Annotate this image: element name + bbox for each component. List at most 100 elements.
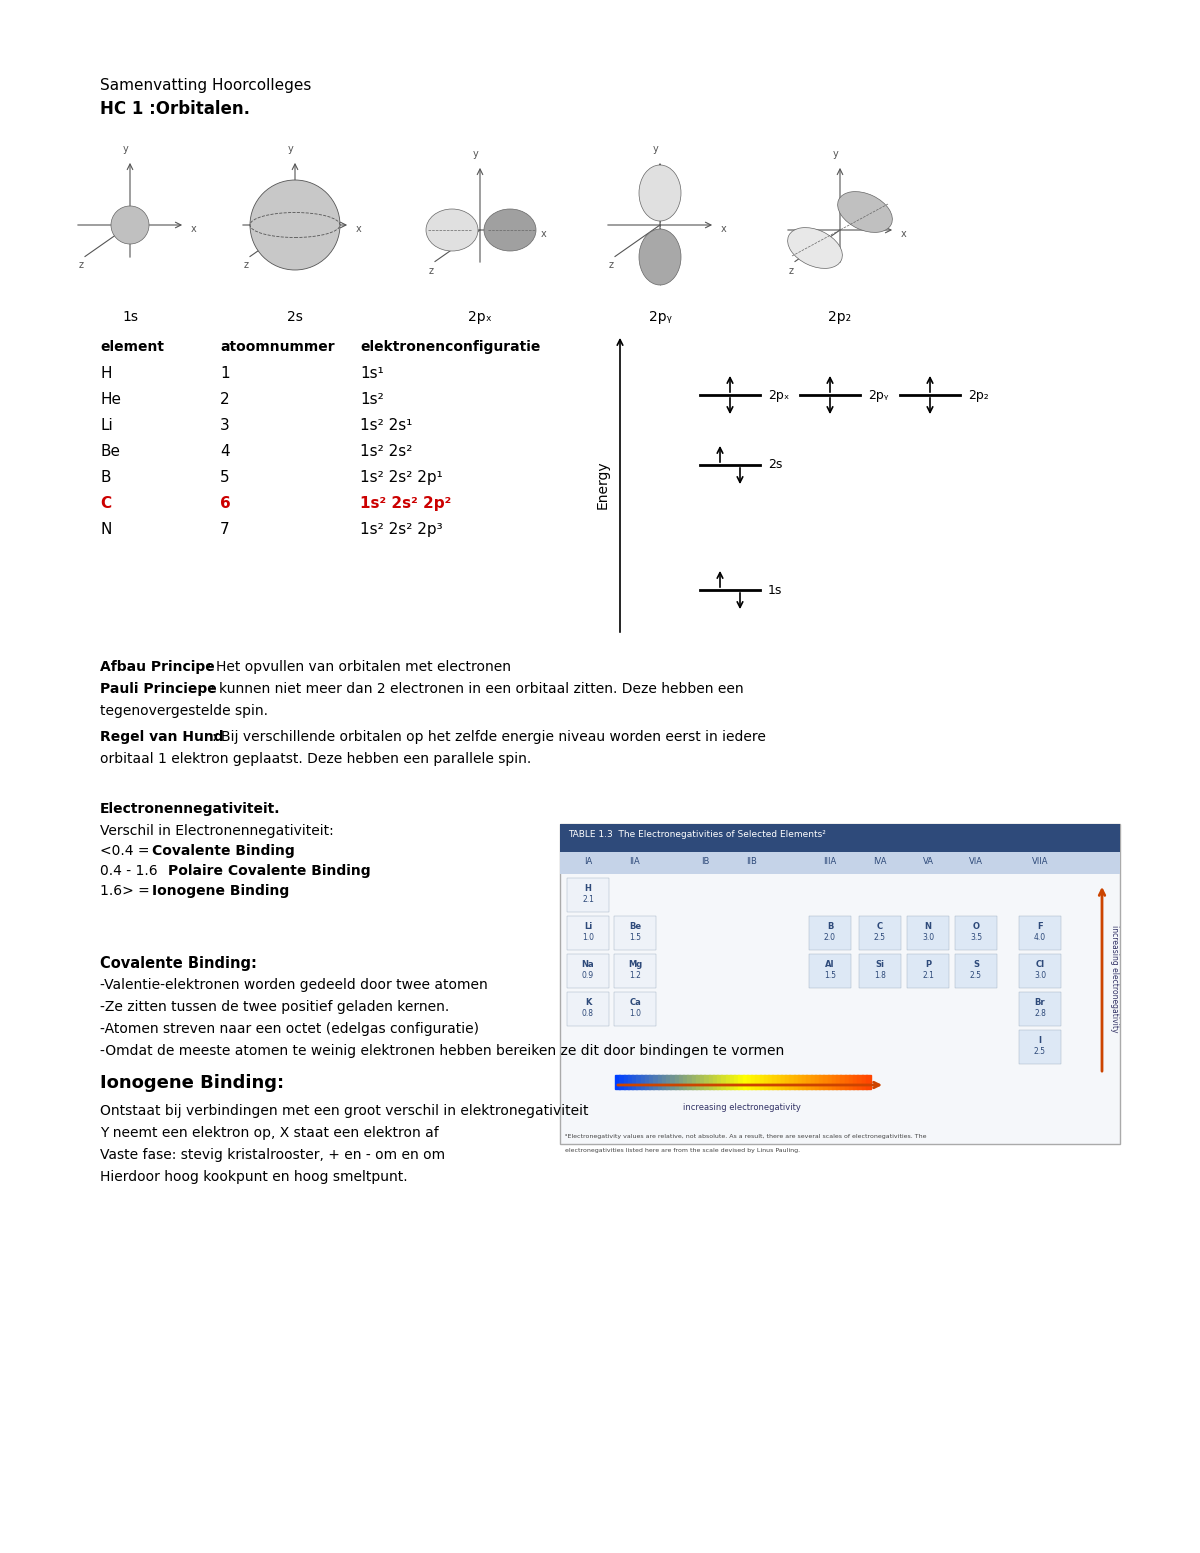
Text: 2.5: 2.5 [874, 933, 886, 943]
Text: x: x [356, 224, 361, 235]
Bar [773, 1075, 778, 1089]
Bar [746, 1075, 752, 1089]
Text: C: C [100, 495, 112, 511]
FancyBboxPatch shape [809, 916, 851, 950]
Bar [700, 1075, 706, 1089]
Text: ᵃElectronegativity values are relative, not absolute. As a result, there are sev: ᵃElectronegativity values are relative, … [565, 1134, 926, 1138]
Text: Ontstaat bij verbindingen met een groot verschil in elektronegativiteit: Ontstaat bij verbindingen met een groot … [100, 1104, 588, 1118]
Text: increasing electronegativity: increasing electronegativity [1110, 926, 1118, 1033]
Bar [857, 1075, 863, 1089]
Bar [763, 1075, 769, 1089]
Text: Vaste fase: stevig kristalrooster, + en - om en om: Vaste fase: stevig kristalrooster, + en … [100, 1148, 445, 1162]
Bar [798, 1075, 803, 1089]
Text: 1.5: 1.5 [824, 971, 836, 980]
Text: 2s: 2s [768, 458, 782, 472]
Text: Energy: Energy [596, 461, 610, 509]
Text: x: x [721, 224, 727, 235]
Text: 3.0: 3.0 [1034, 971, 1046, 980]
FancyBboxPatch shape [859, 916, 901, 950]
Text: Y neemt een elektron op, X staat een elektron af: Y neemt een elektron op, X staat een ele… [100, 1126, 439, 1140]
FancyBboxPatch shape [614, 954, 656, 988]
Text: -Ze zitten tussen de twee positief geladen kernen.: -Ze zitten tussen de twee positief gelad… [100, 1000, 449, 1014]
Text: -Atomen streven naar een octet (edelgas configuratie): -Atomen streven naar een octet (edelgas … [100, 1022, 479, 1036]
Text: 2.5: 2.5 [1034, 1047, 1046, 1056]
Text: z: z [610, 261, 614, 270]
Text: 4.0: 4.0 [1034, 933, 1046, 943]
Text: z: z [79, 261, 84, 270]
Text: elektronenconfiguratie: elektronenconfiguratie [360, 340, 540, 354]
Bar [845, 1075, 850, 1089]
Text: increasing electronegativity: increasing electronegativity [683, 1103, 800, 1112]
Text: TABLE 1.3  The Electronegativities of Selected Elements²: TABLE 1.3 The Electronegativities of Sel… [568, 829, 826, 839]
Bar [832, 1075, 838, 1089]
Text: 1.6> =: 1.6> = [100, 884, 154, 898]
Text: y: y [473, 149, 479, 158]
Text: 1s: 1s [768, 584, 782, 596]
Text: Al: Al [826, 960, 835, 969]
Bar [823, 1075, 828, 1089]
Text: : Bij verschillende orbitalen op het zelfde energie niveau worden eerst in ieder: : Bij verschillende orbitalen op het zel… [212, 730, 766, 744]
Text: Be: Be [629, 922, 641, 930]
Text: Covalente Binding: Covalente Binding [152, 843, 295, 857]
Text: Afbau Principe: Afbau Principe [100, 660, 215, 674]
Bar [768, 1075, 773, 1089]
Text: O: O [972, 922, 979, 930]
Text: 1s² 2s² 2p²: 1s² 2s² 2p² [360, 495, 451, 511]
Text: 2.1: 2.1 [582, 895, 594, 904]
Text: Samenvatting Hoorcolleges: Samenvatting Hoorcolleges [100, 78, 311, 93]
Text: Cl: Cl [1036, 960, 1044, 969]
Text: 0.8: 0.8 [582, 1009, 594, 1019]
Text: Regel van Hund: Regel van Hund [100, 730, 223, 744]
FancyBboxPatch shape [560, 825, 1120, 853]
Text: IB: IB [701, 857, 709, 867]
FancyBboxPatch shape [560, 853, 1120, 874]
Text: 3.0: 3.0 [922, 933, 934, 943]
Bar [726, 1075, 731, 1089]
Text: IIA: IIA [630, 857, 641, 867]
Text: HC 1 :Orbitalen.: HC 1 :Orbitalen. [100, 99, 250, 118]
Text: 3: 3 [220, 418, 229, 433]
Bar [781, 1075, 786, 1089]
Bar [818, 1075, 824, 1089]
Bar [743, 1075, 748, 1089]
Text: y: y [653, 144, 659, 154]
Text: x: x [541, 228, 547, 239]
Bar [776, 1075, 781, 1089]
Bar [704, 1075, 709, 1089]
Text: IVA: IVA [874, 857, 887, 867]
Bar [862, 1075, 866, 1089]
Bar [738, 1075, 744, 1089]
Text: -Omdat de meeste atomen te weinig elektronen hebben bereiken ze dit door binding: -Omdat de meeste atomen te weinig elektr… [100, 1044, 785, 1058]
Text: Pauli Princiepe: Pauli Princiepe [100, 682, 217, 696]
Text: N: N [924, 922, 931, 930]
Bar [616, 1075, 620, 1089]
Text: -Valentie-elektronen worden gedeeld door twee atomen: -Valentie-elektronen worden gedeeld door… [100, 978, 487, 992]
Ellipse shape [787, 228, 842, 269]
Text: <0.4 =: <0.4 = [100, 843, 154, 857]
Text: 1s²: 1s² [360, 391, 384, 407]
Bar [815, 1075, 820, 1089]
Text: Br: Br [1034, 999, 1045, 1006]
Text: IIB: IIB [746, 857, 757, 867]
Bar [641, 1075, 646, 1089]
FancyBboxPatch shape [955, 916, 997, 950]
Text: H: H [100, 367, 112, 380]
Text: electronegativities listed here are from the scale devised by Linus Pauling.: electronegativities listed here are from… [565, 1148, 800, 1152]
Bar [734, 1075, 739, 1089]
Text: orbitaal 1 elektron geplaatst. Deze hebben een parallele spin.: orbitaal 1 elektron geplaatst. Deze hebb… [100, 752, 532, 766]
Bar [688, 1075, 692, 1089]
FancyBboxPatch shape [809, 954, 851, 988]
Ellipse shape [112, 207, 149, 244]
Text: Hierdoor hoog kookpunt en hoog smeltpunt.: Hierdoor hoog kookpunt en hoog smeltpunt… [100, 1169, 408, 1183]
Text: Si: Si [876, 960, 884, 969]
Text: 2.5: 2.5 [970, 971, 982, 980]
Bar [790, 1075, 794, 1089]
Text: 2.8: 2.8 [1034, 1009, 1046, 1019]
Bar [793, 1075, 799, 1089]
Bar [810, 1075, 816, 1089]
Text: 1s² 2s² 2p³: 1s² 2s² 2p³ [360, 522, 443, 537]
Text: 1.8: 1.8 [874, 971, 886, 980]
Text: 3.5: 3.5 [970, 933, 982, 943]
Ellipse shape [640, 165, 682, 221]
Bar [691, 1075, 697, 1089]
